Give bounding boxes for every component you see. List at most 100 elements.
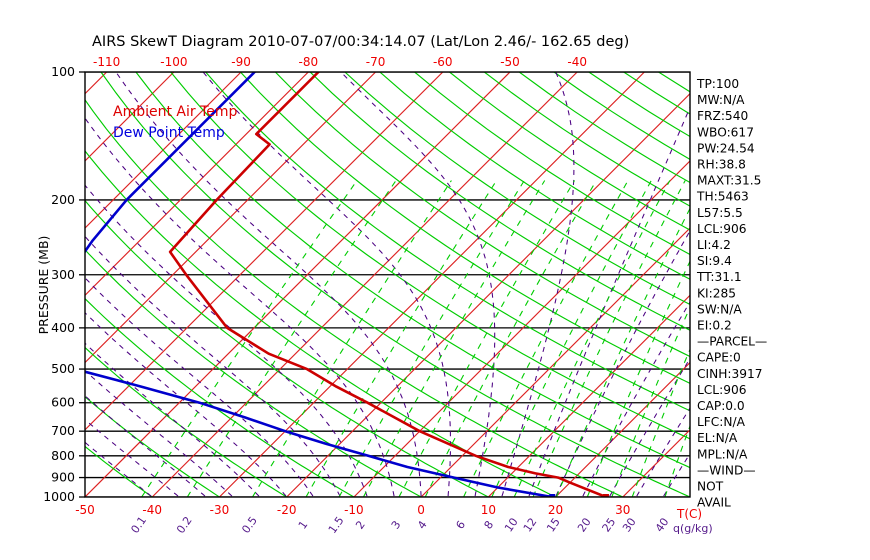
moist-adiabat-line	[85, 342, 260, 497]
pressure-tick-label: 300	[51, 267, 75, 282]
mixing-ratio-line	[491, 180, 652, 497]
moist-adiabat-line	[501, 72, 575, 497]
bottom-temp-tick-label: -50	[75, 503, 95, 517]
dry-adiabat-line	[344, 72, 690, 306]
dry-adiabat-line	[274, 72, 690, 358]
top-temp-tick-label: -60	[433, 55, 453, 69]
moist-adiabat-line	[582, 301, 690, 497]
mixing-ratio-line	[252, 180, 452, 497]
x-axis-temp-label: T(C)	[676, 507, 702, 521]
stat-line: CINH:3917	[697, 367, 763, 381]
top-temp-tick-label: -40	[567, 55, 587, 69]
mixing-ratio-line	[141, 180, 358, 497]
mixing-ratio-line	[631, 348, 690, 497]
stat-line: SW:N/A	[697, 302, 742, 316]
page-title: AIRS SkewT Diagram 2010-07-07/00:34:14.0…	[92, 34, 629, 50]
isotherm-line	[85, 72, 377, 364]
sounding-curve	[85, 72, 554, 497]
stat-line: MPL:N/A	[697, 447, 748, 461]
stat-line: NOT	[697, 480, 724, 494]
pressure-tick-label: 700	[51, 423, 75, 438]
legend-ambient-air-temp: Ambient Air Temp	[113, 104, 238, 120]
grid-layer	[85, 72, 690, 497]
dry-adiabat-line	[85, 297, 355, 497]
dry-adiabat-line	[414, 72, 690, 256]
moist-adiabat-line	[528, 106, 690, 497]
isotherm-line	[555, 361, 690, 497]
stat-line: SI:9.4	[697, 254, 732, 268]
pressure-tick-label: 600	[51, 395, 75, 410]
mixing-ratio-line	[186, 180, 397, 497]
stat-line: EL:N/A	[697, 431, 738, 445]
isotherm-line	[487, 294, 690, 497]
dry-adiabat-line	[239, 72, 690, 384]
dry-adiabat-line	[85, 346, 287, 497]
top-temp-tick-label: -70	[366, 55, 386, 69]
mixing-ratio-line	[398, 180, 575, 497]
isotherm-line	[85, 72, 175, 162]
stat-line: —PARCEL—	[697, 335, 767, 349]
dry-adiabat-line	[100, 72, 690, 497]
bottom-temp-tick-label: 0	[417, 503, 425, 517]
isotherm-line	[420, 227, 690, 497]
isotherm-line	[218, 72, 645, 497]
bottom-temp-tick-label: -10	[344, 503, 364, 517]
stat-line: TP:100	[696, 77, 739, 91]
pressure-tick-label: 1000	[43, 489, 75, 504]
dry-adiabat-line	[205, 72, 690, 412]
pressure-tick-label: 900	[51, 470, 75, 485]
dry-adiabat-line	[85, 396, 220, 497]
stats-panel: TP:100 MW:N/A FRZ:540 WBO:617 PW:24.54 RH:38.…	[696, 77, 767, 510]
sounding-curve	[168, 72, 608, 497]
moist-adiabat-line	[555, 229, 690, 497]
dry-adiabat-line	[379, 72, 690, 280]
dry-adiabat-line	[85, 149, 556, 497]
curve-endpoint-marker	[549, 494, 556, 497]
mixing-ratio-line	[532, 180, 686, 497]
top-temp-tick-label: -90	[231, 55, 251, 69]
y-axis-label: PRESSURE (MB)	[36, 236, 51, 335]
isotherm-line	[286, 92, 690, 497]
stat-line: LI:4.2	[697, 238, 731, 252]
dry-adiabat-line	[170, 72, 690, 440]
moist-adiabat-line	[115, 72, 422, 497]
stat-line: TT:31.1	[696, 270, 742, 284]
stat-line: TH:5463	[696, 190, 749, 204]
mixing-ratio-line	[555, 207, 690, 497]
moist-adiabat-line	[609, 357, 690, 497]
stat-line: LCL:906	[697, 222, 746, 236]
bottom-temp-tick-label: 20	[548, 503, 563, 517]
stat-line: KI:285	[697, 286, 736, 300]
dry-adiabat-line	[85, 98, 624, 497]
legend-dew-point-temp: Dew Point Temp	[113, 125, 225, 141]
bottom-temp-tick-label: -40	[142, 503, 162, 517]
bottom-temp-tick-label: -30	[210, 503, 230, 517]
isotherm-line	[85, 72, 511, 497]
stat-line: PW:24.54	[697, 141, 755, 155]
moist-adiabat-line	[85, 117, 395, 497]
top-temp-tick-label: -110	[93, 55, 120, 69]
curve-endpoint-marker	[602, 494, 609, 497]
mixing-ratio-line	[513, 180, 671, 497]
stat-line: FRZ:540	[697, 109, 748, 123]
moist-adiabat-line	[340, 72, 496, 497]
stat-line: RH:38.8	[697, 158, 746, 172]
moist-adiabat-line	[85, 312, 287, 497]
stat-line: LFC:N/A	[697, 415, 746, 429]
pressure-tick-label: 400	[51, 320, 75, 335]
isotherm-line	[85, 72, 309, 297]
stat-line: AVAIL	[697, 496, 731, 510]
stat-line: CAPE:0	[697, 351, 741, 365]
pressure-tick-label: 500	[51, 361, 75, 376]
top-temp-tick-label: -100	[160, 55, 187, 69]
top-temp-tick-label: -80	[299, 55, 319, 69]
dry-adiabat-line	[85, 199, 489, 497]
pressure-tick-label: 800	[51, 448, 75, 463]
mixing-ratio-line	[463, 180, 629, 497]
stat-line: MAXT:31.5	[697, 174, 761, 188]
top-temp-tick-label: -50	[500, 55, 520, 69]
dry-adiabat-line	[135, 72, 690, 469]
